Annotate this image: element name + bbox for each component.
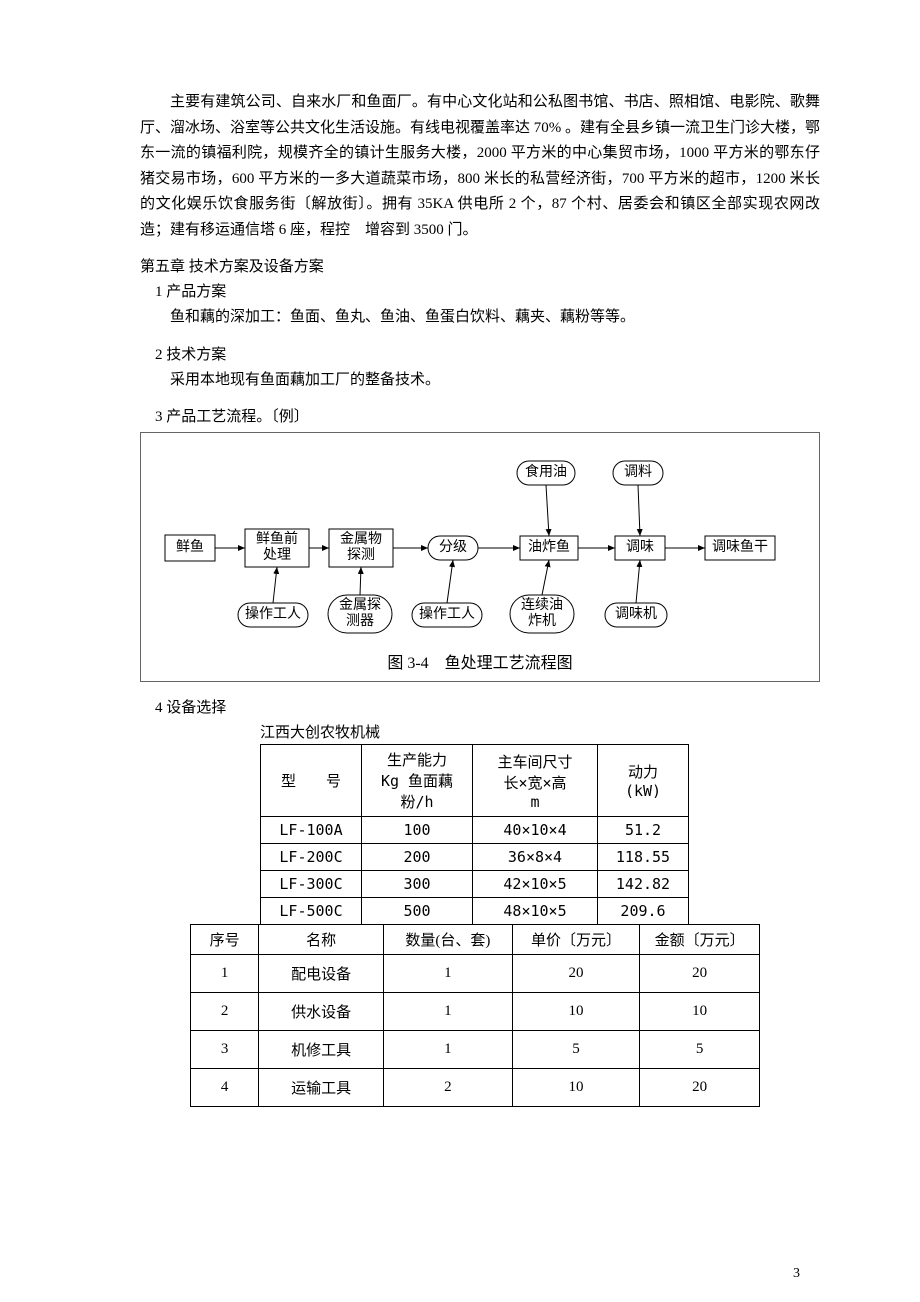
machine-col-header: 动力(kW) — [598, 745, 689, 817]
equip-cell: 1 — [384, 1031, 513, 1069]
equip-cell: 1 — [384, 955, 513, 993]
equip-cell: 供水设备 — [259, 993, 384, 1031]
equip-col-header: 名称 — [259, 925, 384, 955]
intro-paragraph: 主要有建筑公司、自来水厂和鱼面厂。有中心文化站和公私图书馆、书店、照相馆、电影院… — [140, 90, 820, 243]
machine-cell: 51.2 — [598, 817, 689, 844]
svg-text:连续油: 连续油 — [521, 596, 563, 613]
machine-cell: 118.55 — [598, 844, 689, 871]
equip-col-header: 数量(台、套) — [384, 925, 513, 955]
equip-row: 3机修工具155 — [191, 1031, 760, 1069]
machine-cell: 209.6 — [598, 898, 689, 925]
chapter-title: 第五章 技术方案及设备方案 — [140, 255, 820, 276]
equip-col-header: 金额〔万元〕 — [640, 925, 760, 955]
equip-cell: 10 — [640, 993, 760, 1031]
section-1-title: 1 产品方案 — [155, 280, 820, 301]
equip-cell: 1 — [191, 955, 259, 993]
section-1-body: 鱼和藕的深加工：鱼面、鱼丸、鱼油、鱼蛋白饮料、藕夹、藕粉等等。 — [140, 305, 820, 331]
equip-col-header: 单价〔万元〕 — [512, 925, 640, 955]
equip-col-header: 序号 — [191, 925, 259, 955]
equip-cell: 2 — [191, 993, 259, 1031]
svg-text:金属物: 金属物 — [340, 531, 382, 547]
equip-row: 2供水设备11010 — [191, 993, 760, 1031]
svg-text:操作工人: 操作工人 — [419, 606, 475, 622]
document-page: 主要有建筑公司、自来水厂和鱼面厂。有中心文化站和公私图书馆、书店、照相馆、电影院… — [0, 0, 920, 1302]
machine-cell: 300 — [362, 871, 473, 898]
svg-text:鲜鱼: 鲜鱼 — [176, 538, 204, 555]
machine-cell: 42×10×5 — [473, 871, 598, 898]
svg-text:探测: 探测 — [347, 547, 375, 563]
machine-cell: LF-200C — [261, 844, 362, 871]
svg-text:金属探: 金属探 — [339, 597, 381, 613]
machine-cell: 200 — [362, 844, 473, 871]
machine-cell: LF-300C — [261, 871, 362, 898]
machine-col-header: 型 号 — [261, 745, 362, 817]
equip-cell: 配电设备 — [259, 955, 384, 993]
equip-cell: 机修工具 — [259, 1031, 384, 1069]
equip-row: 1配电设备12020 — [191, 955, 760, 993]
svg-text:鲜鱼前: 鲜鱼前 — [256, 530, 298, 547]
equipment-table: 序号名称数量(台、套)单价〔万元〕金额〔万元〕1配电设备120202供水设备11… — [190, 924, 760, 1107]
svg-text:调味机: 调味机 — [615, 606, 657, 622]
machine-row: LF-500C50048×10×5209.6 — [261, 898, 689, 925]
section-2-title: 2 技术方案 — [155, 343, 820, 364]
equip-cell: 1 — [384, 993, 513, 1031]
machine-table-title: 江西大创农牧机械 — [260, 721, 820, 742]
flowchart-svg: 鲜鱼 鲜鱼前处理 金属物探测 分级 油炸鱼 调味 调味鱼干 食用油 调料操作工人 金属探测器 操作工… — [160, 443, 800, 643]
page-number: 3 — [793, 1266, 800, 1282]
machine-cell: LF-100A — [261, 817, 362, 844]
machine-cell: 36×8×4 — [473, 844, 598, 871]
svg-text:油炸鱼: 油炸鱼 — [528, 538, 570, 555]
svg-text:调味鱼干: 调味鱼干 — [712, 538, 768, 555]
equip-cell: 20 — [640, 1069, 760, 1107]
machine-cell: 500 — [362, 898, 473, 925]
svg-text:调味: 调味 — [626, 539, 654, 555]
equip-row: 4运输工具21020 — [191, 1069, 760, 1107]
machine-col-header: 生产能力Kg 鱼面藕粉/h — [362, 745, 473, 817]
flowchart-caption: 图 3-4 鱼处理工艺流程图 — [149, 649, 811, 673]
machine-row: LF-300C30042×10×5142.82 — [261, 871, 689, 898]
equip-cell: 10 — [512, 1069, 640, 1107]
equip-cell: 10 — [512, 993, 640, 1031]
section-4-title: 4 设备选择 — [155, 696, 820, 717]
svg-text:食用油: 食用油 — [525, 463, 567, 480]
equip-cell: 运输工具 — [259, 1069, 384, 1107]
svg-text:炸机: 炸机 — [528, 613, 556, 629]
machine-col-header: 主车间尺寸长×宽×高m — [473, 745, 598, 817]
svg-text:处理: 处理 — [263, 547, 291, 563]
machine-cell: 142.82 — [598, 871, 689, 898]
svg-text:操作工人: 操作工人 — [245, 606, 301, 622]
machine-cell: 40×10×4 — [473, 817, 598, 844]
section-3-title: 3 产品工艺流程。〔例〕 — [155, 405, 820, 426]
machine-cell: 48×10×5 — [473, 898, 598, 925]
equip-cell: 5 — [640, 1031, 760, 1069]
equip-cell: 20 — [512, 955, 640, 993]
equip-cell: 5 — [512, 1031, 640, 1069]
flowchart-container: 鲜鱼 鲜鱼前处理 金属物探测 分级 油炸鱼 调味 调味鱼干 食用油 调料操作工人 金属探测器 操作工… — [140, 432, 820, 682]
equip-cell: 2 — [384, 1069, 513, 1107]
machine-cell: LF-500C — [261, 898, 362, 925]
machine-row: LF-200C20036×8×4118.55 — [261, 844, 689, 871]
svg-text:调料: 调料 — [624, 464, 652, 480]
equip-cell: 4 — [191, 1069, 259, 1107]
machine-cell: 100 — [362, 817, 473, 844]
machine-row: LF-100A10040×10×451.2 — [261, 817, 689, 844]
section-2-body: 采用本地现有鱼面藕加工厂的整备技术。 — [140, 368, 820, 394]
svg-text:分级: 分级 — [439, 539, 467, 555]
svg-text:测器: 测器 — [346, 613, 374, 629]
equip-cell: 20 — [640, 955, 760, 993]
machine-table: 型 号生产能力Kg 鱼面藕粉/h主车间尺寸长×宽×高m动力(kW)LF-100A… — [260, 744, 689, 925]
equip-cell: 3 — [191, 1031, 259, 1069]
